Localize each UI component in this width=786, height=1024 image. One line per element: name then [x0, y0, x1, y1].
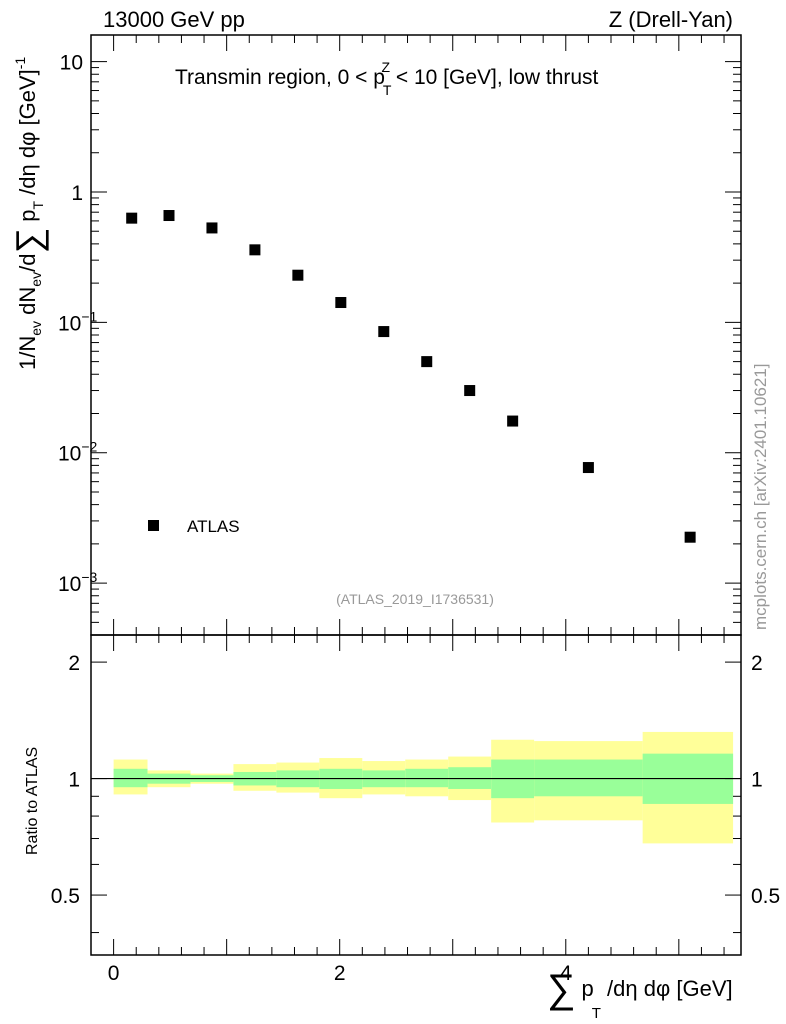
data-point-9 [507, 415, 519, 427]
xlabel-rest: /dη dφ [GeV] [601, 976, 733, 1001]
xlabel-sum: ∑ [547, 967, 576, 1011]
ylabel-sum: ∑ [8, 228, 49, 254]
data-point-0 [126, 212, 138, 224]
main-ytick-label-2: 10−1 [58, 308, 98, 335]
data-point-1 [163, 210, 175, 222]
ylabel-e: /dη dφ [GeV] [15, 69, 40, 201]
ratio-bands [91, 731, 741, 844]
data-point-8 [464, 385, 476, 397]
xlabel-p: p [582, 976, 594, 1001]
ratio-ytick-label-right-0: 0.5 [751, 885, 780, 908]
xtick-label-2: 4 [560, 962, 572, 985]
ylabel-b-sub: ev [28, 272, 44, 287]
ratio-plot-frame [90, 634, 742, 956]
main-ytick-label-1: 1 [71, 182, 83, 205]
ratio-ytick-label-left-1: 1 [68, 769, 80, 792]
main-data-points [126, 210, 696, 543]
title-part-sub: T [383, 82, 392, 98]
legend-label-atlas: ATLAS [187, 517, 240, 536]
data-point-11 [684, 531, 696, 543]
ylabel-b: dN [15, 287, 40, 321]
ratio-ytick-label-right-2: 2 [751, 652, 763, 675]
xtick-label-0: 0 [108, 962, 120, 985]
title-part-sup: Z [381, 59, 390, 75]
ratio-ytick-label-right-1: 1 [751, 769, 763, 792]
data-point-7 [421, 356, 433, 368]
xlabel-sub: T [592, 1005, 601, 1022]
xtick-label-1: 2 [334, 962, 346, 985]
analysis-id-annotation: (ATLAS_2019_I1736531) [336, 591, 494, 607]
header-right: Z (Drell-Yan) [609, 7, 733, 32]
header-left: 13000 GeV pp [103, 7, 245, 32]
ratio-ytick-label-left-0: 0.5 [51, 885, 80, 908]
ylabel-e-sup: -1 [12, 57, 28, 70]
data-point-2 [206, 222, 218, 234]
main-ytick-label-3: 10−2 [58, 439, 98, 466]
main-plot-title: Transmin region, 0 < p TZ < 10 [GeV], low… [175, 59, 599, 98]
ratio-ytick-label-left-2: 2 [68, 652, 80, 675]
main-ytick-label-4: 10−3 [58, 569, 98, 596]
data-point-4 [292, 269, 304, 281]
main-y-axis-label: 1/Nev dNev/d∑ pT /dη dφ [GeV]-1 [8, 57, 49, 370]
main-axis-ticks: 10 1 10−1 10−2 10−3 [58, 52, 741, 636]
ratio-band-inner-10 [534, 759, 643, 797]
legend-marker-atlas [148, 520, 159, 531]
ylabel-d-sub: T [30, 201, 46, 210]
ylabel-a: 1/N [15, 336, 40, 370]
data-point-3 [249, 244, 261, 256]
title-part-before: Transmin region, 0 < p [175, 66, 385, 89]
data-point-5 [335, 297, 347, 309]
data-point-6 [378, 326, 390, 338]
ratio-y-axis-label: Ratio to ATLAS [24, 747, 41, 855]
main-plot-frame [90, 34, 742, 636]
ylabel-a-sub: ev [28, 321, 44, 336]
side-label: mcplots.cern.ch [arXiv:2401.10621] [751, 364, 770, 630]
data-point-10 [582, 462, 594, 474]
ylabel-c: /d [15, 254, 40, 272]
x-axis-label: ∑ p T /dη dφ [GeV] [547, 967, 733, 1022]
main-ytick-label-0: 10 [60, 52, 83, 75]
title-part-after: < 10 [GeV], low thrust [390, 66, 599, 89]
ylabel-d: p [15, 210, 40, 228]
